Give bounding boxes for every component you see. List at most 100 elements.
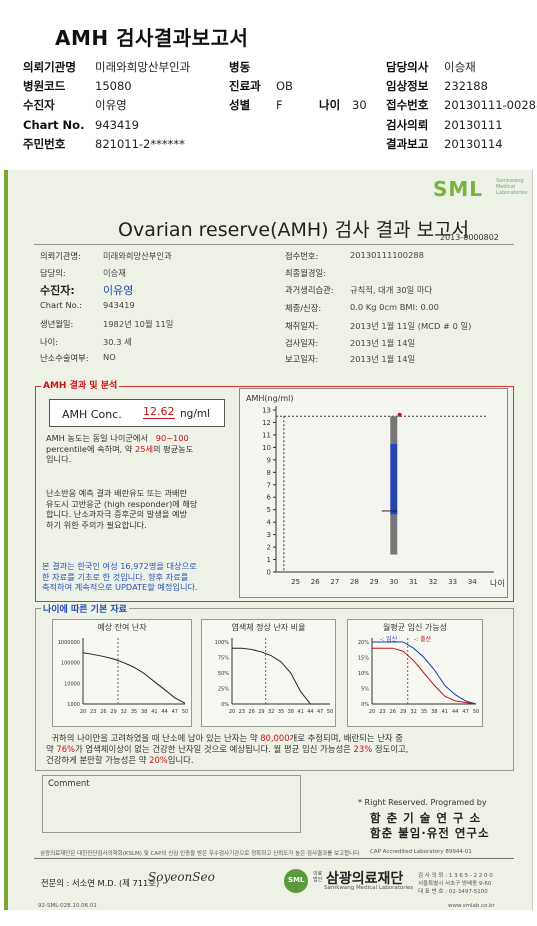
x-tick-label: 38 [141,709,147,715]
y-tick-label: 5% [361,687,369,693]
percentile-text: AMH 농도는 동일 나이군에서 90~100 percentile에 속하며,… [46,433,194,464]
header-value: 미래와희망산부인과 [95,60,191,74]
header-value: 20130114 [444,137,503,151]
header-label: Chart No. [23,118,85,132]
field-label: Chart No.: [40,300,83,310]
x-tick-label: 47 [317,709,323,715]
field-value: 2013년 1월 11일 (MCD # 0 일) [350,321,472,331]
header-label: 임상정보 [386,79,429,93]
header-value: 이유영 [95,98,127,112]
field-value: 2013년 1월 14일 [350,354,416,364]
field-label: 의뢰기관명: [40,251,81,261]
header-label: 담당의사 [386,60,429,74]
y-tick-label: 0% [221,702,229,708]
header-label: 결과보고 [386,137,429,151]
y-tick-label: 1000000 [58,640,80,646]
x-tick-label: 27 [330,578,339,586]
y-tick-label: 10 [262,444,271,452]
x-tick-label: 23 [90,709,96,715]
chart-title: AMH(ng/ml) [246,394,294,403]
field-label: 담당의: [40,268,66,278]
box-lower-whisker [390,514,398,555]
header-value: OB [276,79,293,93]
amh-concentration-box: AMH Conc. 12.62 ng/ml [49,399,225,427]
series-line [82,652,186,704]
contact-line: 대 표 번 호 : 02-3497-5100 [418,889,488,895]
pregnancy-probability-svg: 20% 15% 10% 5% 0%20 23 26 29 32 35 38 41 44 47 50 -: 임신… [358,635,479,715]
page-title: AMH 검사결과보고서 [55,26,249,50]
normal-egg-ratio-chart: 염색체 정상 난자 비율 100% 75% 50% 25% 0% 20 23 26 29 32 35… [201,619,336,727]
field-label: 생년월일: [40,319,74,329]
y-tick-label: 50% [218,671,229,677]
y-tick-label: 7 [267,481,271,489]
x-tick-label: 50 [473,709,479,715]
x-tick-label: 35 [421,709,427,715]
y-tick-label: 20% [358,640,369,646]
header-label: 병원코드 [23,79,66,93]
field-label: 최종월경일: [285,268,326,278]
header-label: 진료과 [229,79,261,93]
x-tick-label: 28 [350,578,359,586]
field-value: NO [103,352,116,362]
box-upper-whisker [390,416,398,444]
age-reference-section [35,608,514,771]
divider [34,858,514,859]
comment-box: Comment [42,775,301,833]
header-label: 나이 [319,98,341,112]
field-value: 20130111100288 [350,250,424,260]
field-value: 미래와희망산부인과 [103,251,172,261]
field-label: 채취일자: [285,321,319,331]
header-value: 20130111-00288 [444,98,537,112]
contact-line: 검 사 의 뢰 : 1 3 6 5 - 2 2 0 0 [418,873,493,879]
box-upper [390,443,398,511]
x-tick-label: 33 [448,578,457,586]
series-line [372,647,477,705]
x-tick-label: 32 [410,709,416,715]
x-tick-label: 32 [121,709,127,715]
conc-unit: ng/ml [180,408,211,420]
y-tick-label: 10000 [64,681,80,687]
field-value: 1982년 10월 11일 [103,319,174,329]
header-value: F [276,98,283,112]
age-summary-text: 귀하의 나이만을 고려하였을 때 난소에 남아 있는 난자는 약 80,000개… [46,733,409,765]
field-label: 접수번호: [285,251,319,261]
x-tick-label: 23 [239,709,245,715]
x-tick-label: 50 [182,709,188,715]
header-value: 이승재 [444,60,476,74]
report-image: SML Samkwang Medical Laboratories Ovarian … [4,170,533,910]
amh-result-section [35,386,514,602]
report-title: Ovarian reserve(AMH) 검사 결과 보고서 [118,219,470,241]
field-label: 나이: [40,337,59,347]
y-tick-label: 100000 [61,661,80,667]
field-label: 난소수술여부: [40,353,89,363]
field-value: 30.3 세 [103,337,132,347]
field-value: 이승재 [103,268,126,278]
legend-item: -: 임신 [380,635,397,643]
chart-title: 예상 잔여 난자 [97,623,147,632]
foundation-label: 의료법인 [313,871,323,883]
x-tick-label: 41 [151,709,157,715]
field-value: 규칙적, 대개 30일 마다 [350,285,433,295]
x-tick-label: 47 [462,709,468,715]
x-tick-label: 26 [100,709,106,715]
header-value: 15080 [95,79,132,93]
series-line [232,647,330,705]
comment-label: Comment [48,779,90,789]
y-tick-label: 10% [358,671,369,677]
field-value: 943419 [103,300,135,310]
y-tick-label: 13 [262,407,271,415]
chart-title: 월평균 임신 가능성 [383,623,447,632]
x-axis-label: 나이 [490,578,505,588]
box-lower [390,510,398,515]
y-tick-label: 8 [267,469,271,477]
field-label: 검사일자: [285,338,319,348]
sml-logo-subtitle: Samkwang Medical Laboratories [496,178,528,196]
form-number: 92-SML-028.10.06.01 [38,903,97,909]
x-tick-label: 29 [258,709,264,715]
header-label: 접수번호 [386,98,429,112]
y-tick-label: 5 [267,506,271,514]
header-value: 20130111 [444,118,503,132]
pregnancy-probability-chart: 월평균 임신 가능성 20% 15% 10% 5% 0% 20 23 26 29 32 35 38 41… [347,619,483,727]
